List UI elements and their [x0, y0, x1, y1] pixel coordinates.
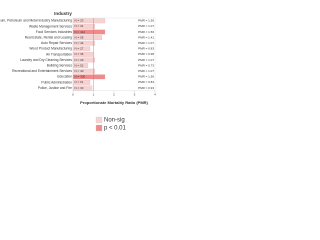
category-label: Police, Justice and Fire [38, 86, 72, 90]
page: {"chart_data": {"type": "hbar", "title":… [0, 0, 162, 135]
count-label: N = 36 [75, 52, 84, 56]
x-tick-label: 3 [134, 93, 136, 97]
bar [72, 52, 94, 57]
bar [72, 40, 96, 46]
legend-swatch [95, 124, 103, 132]
value-label: PMR = 1.07 [138, 69, 154, 73]
value-label: PMR = 0.83 [138, 47, 154, 51]
x-tick-label: 0 [72, 93, 74, 97]
bar [72, 63, 89, 68]
count-label: N = 305 [75, 75, 86, 79]
category-label: Laundry and Dry Cleaning Services [20, 58, 72, 62]
category-label: Waste Management Services [29, 24, 72, 28]
bar [72, 68, 96, 74]
bar [72, 46, 91, 52]
value-label: PMR = 1.56 [138, 75, 154, 79]
category-label: Building Services [47, 63, 73, 67]
bar [72, 24, 96, 29]
chart: Industry Proportionate Mortality Ratio (… [0, 11, 156, 132]
bar [72, 57, 96, 63]
value-label: PMR = 0.83 [138, 80, 154, 84]
category-label: Public Administration [41, 80, 72, 84]
x-tick-label: 2 [113, 93, 115, 97]
legend-swatch [95, 116, 103, 124]
chart-title: Industry [54, 11, 72, 16]
count-label: N = 412 [75, 30, 86, 34]
value-label: PMR = 1.07 [138, 41, 154, 45]
count-label: N = 31 [75, 24, 84, 28]
legend-label: Non-sig [104, 118, 125, 124]
value-label: PMR = 0.73 [138, 63, 154, 67]
value-label: PMR = 1.07 [138, 24, 154, 28]
category-label: Petroleum, Petroleum and Metal Industry … [0, 19, 72, 23]
count-label: N = 58 [75, 35, 84, 39]
category-label: Education [57, 75, 72, 79]
bar [72, 74, 106, 80]
bar [72, 29, 106, 35]
count-label: N = 33 [75, 86, 84, 90]
value-label: PMR = 0.93 [138, 86, 154, 90]
bar [72, 80, 91, 85]
value-label: PMR = 1.41 [138, 35, 154, 39]
count-label: N = 52 [75, 63, 84, 67]
count-label: N = 61 [75, 80, 84, 84]
value-label: PMR = 1.07 [138, 58, 154, 62]
bar [72, 35, 103, 40]
bar [72, 18, 106, 24]
legend-label: p < 0.01 [104, 126, 127, 132]
count-label: N = 27 [75, 47, 84, 51]
bar [72, 85, 93, 91]
category-label: Air Transportation [46, 52, 72, 56]
category-label: Auto Repair Services [41, 41, 72, 45]
x-tick-label: 1 [93, 93, 95, 97]
category-label: Food Services Industries [36, 30, 73, 34]
value-label: PMR = 1.56 [138, 19, 154, 23]
x-tick-label: 4 [154, 93, 156, 97]
category-label: Real Estate, Rental and Leasing [25, 35, 72, 39]
count-label: N = 23 [75, 19, 84, 23]
category-label: Wood Product Manufacturing [29, 47, 72, 51]
count-label: N = 29 [75, 58, 84, 62]
count-label: N = 44 [75, 41, 84, 45]
count-label: N = 40 [75, 69, 84, 73]
category-label: Recreational and Entertainment Services [12, 69, 72, 73]
x-axis-label: Proportionate Mortality Ratio (PMR) [80, 100, 148, 105]
value-label: PMR = 1.56 [138, 30, 154, 34]
value-label: PMR = 0.98 [138, 52, 154, 56]
